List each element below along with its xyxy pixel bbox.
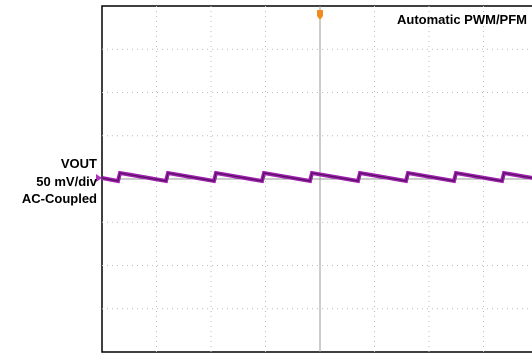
mode-label: Automatic PWM/PFM: [397, 12, 527, 27]
trigger-marker: [317, 10, 323, 20]
grid: [102, 6, 532, 352]
waveform-core: [101, 172, 532, 182]
channel-name: VOUT: [61, 156, 97, 171]
channel-marker: [96, 174, 102, 182]
channel-scale: 50 mV/div: [36, 174, 97, 189]
channel-coupling: AC-Coupled: [22, 191, 97, 206]
waveform: [101, 170, 532, 184]
